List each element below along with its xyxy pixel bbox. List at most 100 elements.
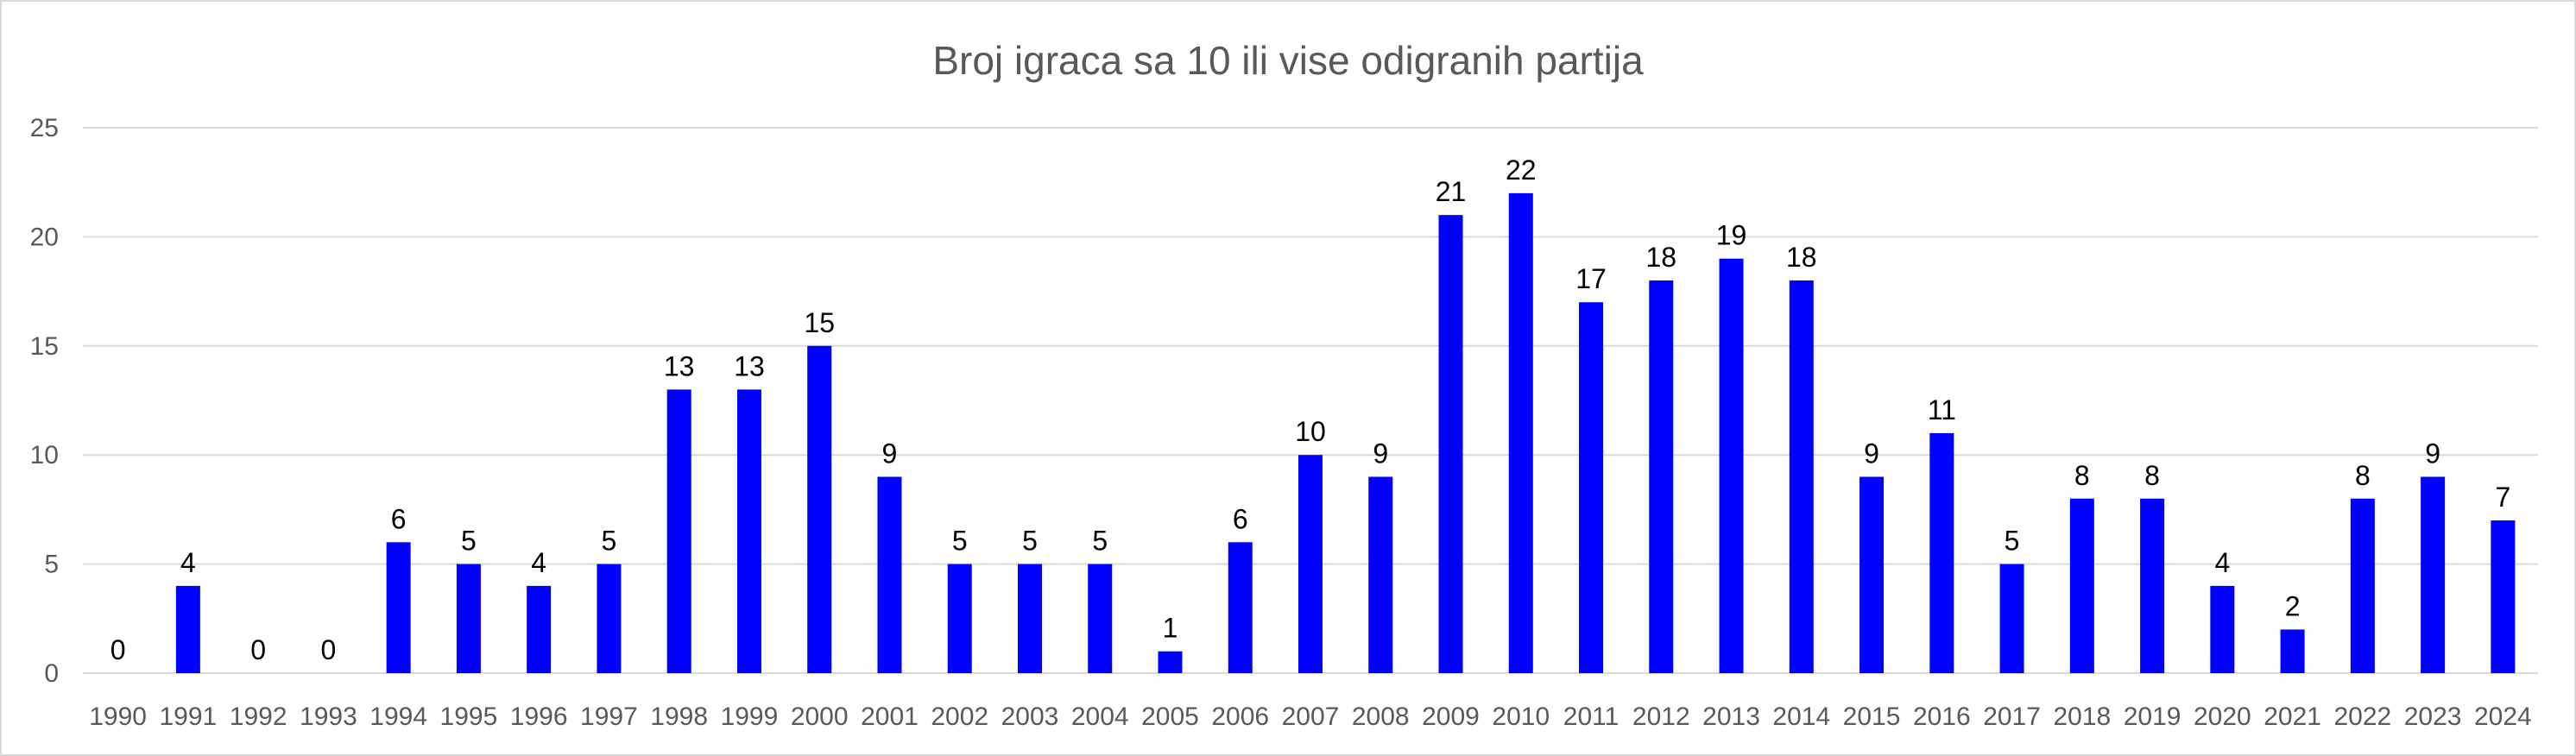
x-tick-label: 2019 <box>2124 702 2181 731</box>
x-tick-label: 2010 <box>1492 702 1550 731</box>
x-tick-label: 2017 <box>1983 702 2041 731</box>
data-label: 5 <box>1092 526 1108 557</box>
x-tick-label: 2002 <box>931 702 988 731</box>
x-tick-label: 2023 <box>2404 702 2462 731</box>
x-tick-label: 2001 <box>861 702 919 731</box>
chart-title: Broj igraca sa 10 ili vise odigranih par… <box>932 38 1644 83</box>
data-label: 18 <box>1645 242 1676 273</box>
data-label: 11 <box>1928 394 1956 425</box>
x-tick-label: 2008 <box>1352 702 1410 731</box>
x-tick-label: 2012 <box>1632 702 1690 731</box>
gridlines <box>83 127 2538 674</box>
x-tick-label: 2014 <box>1772 702 1830 731</box>
data-label: 5 <box>1022 526 1038 557</box>
x-tick-label: 1999 <box>721 702 779 731</box>
x-tick-label: 1994 <box>369 702 427 731</box>
bar <box>2491 520 2516 673</box>
x-tick-label: 2009 <box>1422 702 1480 731</box>
x-tick-label: 1992 <box>230 702 287 731</box>
bar <box>527 585 552 673</box>
x-tick-label: 1995 <box>440 702 498 731</box>
data-label: 10 <box>1295 416 1326 447</box>
bar <box>1298 455 1323 673</box>
data-label: 4 <box>531 547 546 578</box>
data-label: 18 <box>1786 242 1817 273</box>
bar <box>2210 585 2235 673</box>
x-tick-label: 2003 <box>1001 702 1059 731</box>
bar <box>1929 432 1954 673</box>
x-tick-label: 2016 <box>1913 702 1971 731</box>
x-tick-label: 2021 <box>2263 702 2321 731</box>
x-axis-ticks: 1990 1991 1992 1993 1994 1995 1996 1997 1998 1999… <box>89 702 2531 731</box>
bar <box>1999 564 2024 673</box>
y-tick-label: 25 <box>30 114 59 142</box>
x-tick-label: 2005 <box>1141 702 1199 731</box>
data-label: 22 <box>1506 154 1537 186</box>
bar <box>175 585 200 673</box>
bar <box>1719 258 1744 673</box>
data-label: 8 <box>2074 460 2090 491</box>
data-label: 9 <box>1373 438 1388 469</box>
data-label: 0 <box>321 634 337 665</box>
x-tick-label: 2024 <box>2474 702 2532 731</box>
bar <box>597 564 622 673</box>
bar <box>736 389 761 673</box>
x-tick-label: 2013 <box>1702 702 1760 731</box>
bar <box>2280 629 2305 673</box>
y-tick-label: 10 <box>30 441 59 469</box>
data-label: 9 <box>2425 438 2440 469</box>
bar <box>1508 192 1533 674</box>
data-label: 13 <box>664 350 695 381</box>
y-axis-ticks: 0 5 10 15 20 25 <box>30 114 59 688</box>
bar <box>1228 542 1253 673</box>
data-labels: 0 4 0 0 6 5 4 5 13 13 15 9 5 5 5 1 6 10 9 21 22 17 18 19 18 9 11 5 8… <box>110 154 2511 665</box>
x-tick-label: 2011 <box>1563 702 1619 731</box>
bar <box>456 564 481 673</box>
data-label: 4 <box>180 547 196 578</box>
x-tick-label: 2022 <box>2333 702 2391 731</box>
data-label: 0 <box>110 634 126 665</box>
x-tick-label: 1996 <box>510 702 568 731</box>
bar <box>1158 651 1183 673</box>
bar <box>386 542 411 673</box>
bar <box>2421 476 2446 673</box>
bar <box>1579 302 1604 673</box>
data-label: 4 <box>2214 547 2230 578</box>
bar <box>2069 498 2094 673</box>
data-label: 5 <box>952 526 968 557</box>
data-label: 6 <box>1233 503 1248 534</box>
bar <box>877 476 902 673</box>
data-label: 21 <box>1436 176 1467 207</box>
x-tick-label: 2000 <box>791 702 849 731</box>
data-label: 5 <box>602 526 617 557</box>
x-tick-label: 1993 <box>300 702 357 731</box>
data-label: 17 <box>1575 263 1607 294</box>
bar <box>947 564 972 673</box>
data-label: 6 <box>391 503 407 534</box>
bar <box>1649 280 1674 673</box>
x-tick-label: 2004 <box>1071 702 1129 731</box>
x-tick-label: 1991 <box>160 702 218 731</box>
x-tick-label: 2007 <box>1282 702 1340 731</box>
bars <box>175 192 2516 674</box>
bar <box>1088 564 1113 673</box>
bar <box>1859 476 1885 673</box>
bar <box>666 389 691 673</box>
bar <box>1438 215 1463 673</box>
x-tick-label: 2006 <box>1211 702 1269 731</box>
y-tick-label: 5 <box>44 551 59 579</box>
bar <box>1789 280 1814 673</box>
x-tick-label: 1990 <box>89 702 147 731</box>
y-tick-label: 0 <box>44 659 59 688</box>
data-label: 8 <box>2144 460 2160 491</box>
bar <box>807 345 832 673</box>
bar <box>1017 564 1042 673</box>
data-label: 19 <box>1716 220 1747 251</box>
data-label: 13 <box>734 350 765 381</box>
data-label: 0 <box>250 634 266 665</box>
data-label: 9 <box>1864 438 1879 469</box>
bar <box>2350 498 2375 673</box>
data-label: 5 <box>2005 526 2020 557</box>
y-tick-label: 15 <box>30 332 59 361</box>
